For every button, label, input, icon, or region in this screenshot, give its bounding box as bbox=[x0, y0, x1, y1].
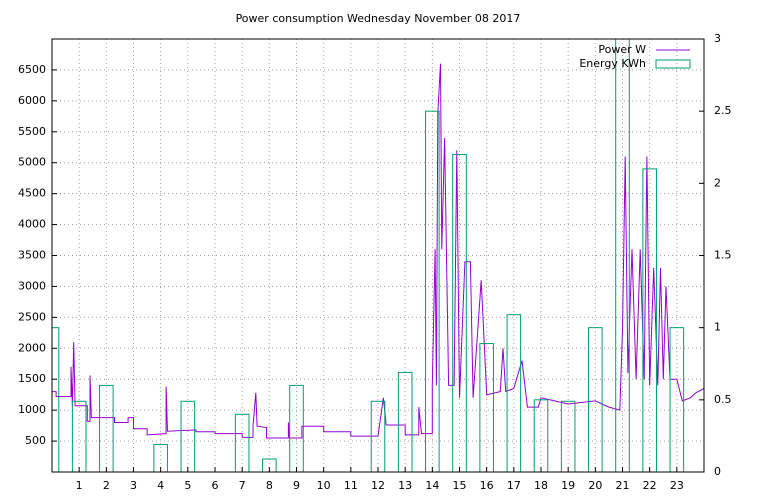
x-tick-label: 6 bbox=[212, 479, 219, 492]
energy-box bbox=[506, 314, 522, 472]
x-tick-label: 3 bbox=[130, 479, 137, 492]
x-tick-label: 8 bbox=[266, 479, 273, 492]
energy-box bbox=[615, 39, 630, 472]
y-tick-label: 5500 bbox=[18, 125, 46, 138]
y-tick-label: 3500 bbox=[18, 249, 46, 262]
y2-tick-label: 0 bbox=[714, 465, 721, 478]
y2-tick-label: 2 bbox=[714, 176, 721, 189]
energy-box bbox=[180, 400, 196, 472]
y2-tick-label: 3 bbox=[714, 32, 721, 45]
y-tick-label: 1500 bbox=[18, 372, 46, 385]
y2-tick-label: 2.5 bbox=[714, 104, 732, 117]
x-tick-label: 4 bbox=[157, 479, 164, 492]
x-tick-label: 19 bbox=[561, 479, 575, 492]
x-tick-label: 23 bbox=[670, 479, 684, 492]
y-tick-label: 6000 bbox=[18, 94, 46, 107]
x-tick-label: 10 bbox=[317, 479, 331, 492]
legend-label: Power W bbox=[598, 43, 646, 56]
x-tick-label: 12 bbox=[371, 479, 385, 492]
y-tick-label: 6500 bbox=[18, 63, 46, 76]
y-tick-label: 4000 bbox=[18, 218, 46, 231]
labels: 500 1000 1500 2000 2500 3000 3500 4000 4500 5000 5… bbox=[18, 32, 732, 492]
x-tick-label: 20 bbox=[588, 479, 602, 492]
x-tick-label: 22 bbox=[643, 479, 657, 492]
x-tick-label: 9 bbox=[293, 479, 300, 492]
energy-box bbox=[533, 399, 549, 472]
y-tick-label: 1000 bbox=[18, 403, 46, 416]
y-tick-label: 2500 bbox=[18, 310, 46, 323]
energy-box bbox=[642, 168, 657, 472]
grid bbox=[52, 39, 704, 472]
energy-box bbox=[52, 327, 60, 472]
energy-box bbox=[262, 458, 277, 472]
legend-swatch bbox=[655, 59, 691, 69]
x-tick-label: 1 bbox=[76, 479, 83, 492]
chart-title: Power consumption Wednesday November 08 … bbox=[236, 12, 521, 25]
x-tick-label: 21 bbox=[616, 479, 630, 492]
y-tick-label: 4500 bbox=[18, 187, 46, 200]
y-tick-label: 2000 bbox=[18, 341, 46, 354]
power-line bbox=[52, 63, 704, 439]
energy-box bbox=[425, 110, 440, 472]
x-tick-label: 11 bbox=[344, 479, 358, 492]
x-tick-label: 17 bbox=[507, 479, 521, 492]
y2-tick-label: 0.5 bbox=[714, 393, 732, 406]
x-tick-label: 7 bbox=[239, 479, 246, 492]
x-tick-label: 16 bbox=[480, 479, 494, 492]
y2-tick-label: 1 bbox=[714, 321, 721, 334]
x-tick-label: 5 bbox=[184, 479, 191, 492]
y-tick-label: 5000 bbox=[18, 156, 46, 169]
energy-box bbox=[71, 400, 87, 472]
y-tick-label: 3000 bbox=[18, 279, 46, 292]
x-tick-label: 14 bbox=[425, 479, 439, 492]
x-tick-label: 18 bbox=[534, 479, 548, 492]
energy-box bbox=[560, 400, 576, 472]
legend-label: Energy KWh bbox=[579, 57, 646, 70]
energy-box bbox=[397, 371, 413, 472]
x-tick-label: 13 bbox=[398, 479, 412, 492]
energy-box bbox=[479, 343, 494, 472]
x-tick-label: 2 bbox=[103, 479, 110, 492]
y2-tick-label: 1.5 bbox=[714, 249, 732, 262]
x-tick-label: 15 bbox=[453, 479, 467, 492]
y-tick-label: 500 bbox=[25, 434, 46, 447]
energy-box bbox=[370, 400, 386, 472]
